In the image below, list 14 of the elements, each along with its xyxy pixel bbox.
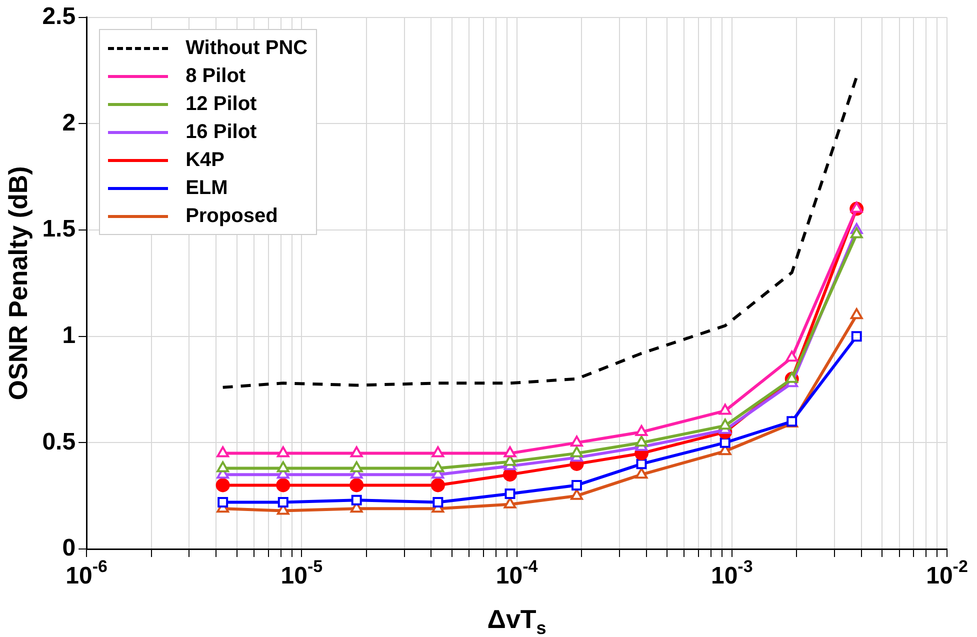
y-tick-label: 0.5: [42, 428, 76, 456]
y-tick-label: 1: [62, 322, 76, 349]
legend-label: 8 Pilot: [186, 64, 246, 88]
legend-label: Proposed: [186, 204, 278, 228]
y-tick-label: 0: [62, 534, 76, 562]
legend-label: ELM: [186, 176, 228, 200]
y-tick-label: 2: [62, 109, 76, 136]
legend-label: 16 Pilot: [186, 120, 257, 144]
y-tick-label: 1.5: [42, 216, 76, 243]
legend-label: 12 Pilot: [186, 92, 257, 116]
legend-label: Without PNC: [186, 36, 308, 60]
y-axis-title: OSNR Penalty (dB): [2, 166, 33, 400]
y-tick-label: 2.5: [42, 3, 76, 30]
legend-label: K4P: [186, 148, 224, 172]
